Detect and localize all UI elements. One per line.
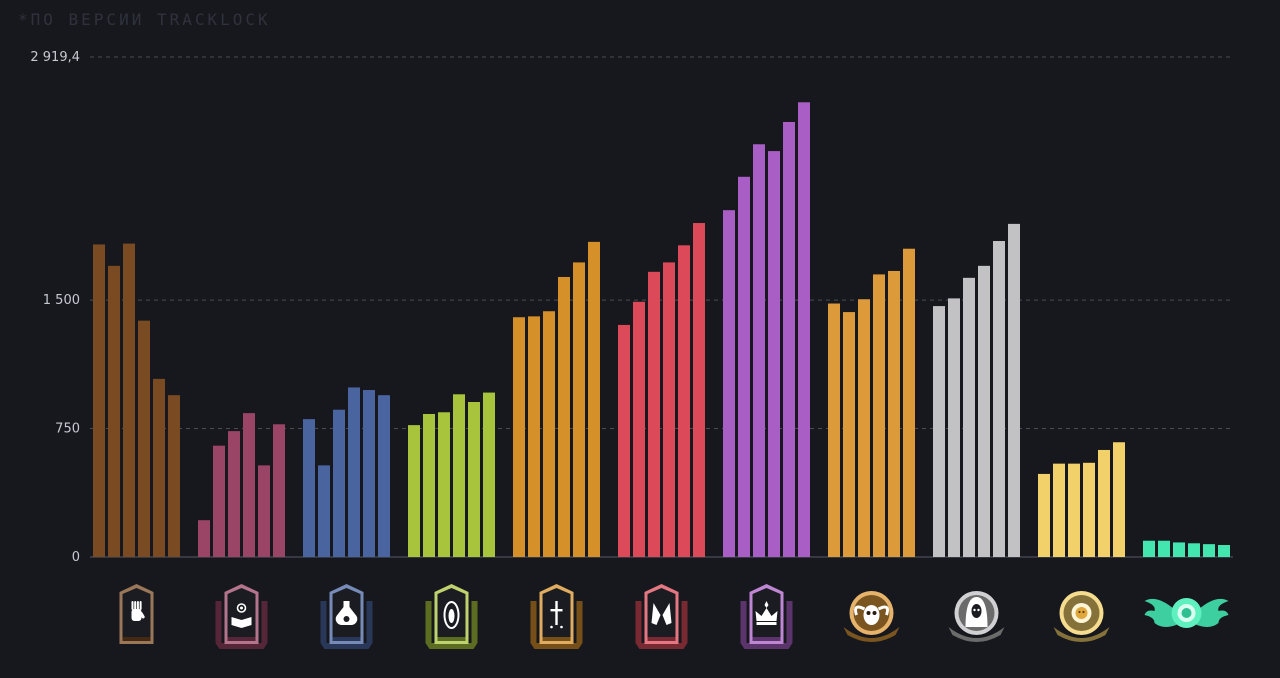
- jade-wings-rank-icon: [1144, 598, 1229, 628]
- bar: [843, 312, 855, 557]
- bar: [723, 210, 735, 557]
- bar: [1203, 544, 1215, 557]
- bar-group: [723, 102, 810, 558]
- bar: [903, 248, 915, 558]
- bar: [693, 223, 705, 557]
- bar: [993, 241, 1005, 557]
- golden-lion-rank-icon: [1053, 591, 1110, 642]
- bar: [573, 262, 585, 557]
- bar: [678, 245, 690, 557]
- bar: [333, 409, 345, 557]
- bar: [108, 265, 120, 557]
- bar: [1218, 545, 1230, 557]
- bar: [633, 301, 645, 557]
- bar: [1068, 463, 1080, 557]
- bar-group: [303, 387, 390, 557]
- hand-rank-icon: [119, 584, 154, 644]
- bar: [753, 144, 765, 557]
- bar: [948, 298, 960, 557]
- bar-group: [933, 223, 1020, 557]
- bar: [453, 394, 465, 557]
- bar: [933, 306, 945, 557]
- bar: [1038, 473, 1050, 557]
- bar: [258, 465, 270, 557]
- y-tick-label: 2 919,4: [30, 50, 80, 65]
- bar: [588, 241, 600, 557]
- bar: [858, 299, 870, 557]
- bar: [1113, 442, 1125, 557]
- bar: [243, 413, 255, 557]
- bars: [93, 102, 1230, 558]
- bar: [798, 102, 810, 558]
- bar: [978, 265, 990, 557]
- bar: [378, 395, 390, 557]
- reaper-rank-icon: [948, 591, 1005, 642]
- bar: [1008, 223, 1020, 557]
- rank-icons: [119, 584, 1229, 649]
- bar: [1143, 540, 1155, 557]
- bar-group: [408, 392, 495, 557]
- bar: [213, 445, 225, 557]
- bar: [123, 243, 135, 557]
- potion-flask-rank-icon: [320, 584, 373, 649]
- twin-blades-rank-icon: [635, 584, 688, 649]
- bar: [483, 392, 495, 557]
- bar: [408, 425, 420, 557]
- bar: [348, 387, 360, 557]
- bar-group: [828, 248, 915, 558]
- bar-group: [513, 241, 600, 557]
- hooded-figure-rank-icon: [425, 584, 478, 649]
- bar: [1083, 462, 1095, 557]
- y-tick-label: 0: [72, 550, 80, 565]
- bar: [1053, 463, 1065, 557]
- bar-group: [1038, 442, 1125, 557]
- bar: [93, 244, 105, 557]
- bar: [273, 424, 285, 557]
- bar: [513, 317, 525, 557]
- bar: [558, 276, 570, 557]
- bar-group: [618, 223, 705, 557]
- source-note: *по версии Tracklock: [18, 10, 271, 29]
- bar: [153, 378, 165, 557]
- bar: [1188, 543, 1200, 557]
- bar: [1098, 449, 1110, 557]
- bar: [303, 419, 315, 557]
- bar: [228, 431, 240, 557]
- bar: [528, 316, 540, 557]
- y-axis: 0 750 1 500 2 919,4: [30, 50, 80, 565]
- y-tick-label: 1 500: [43, 293, 80, 308]
- bar: [318, 465, 330, 557]
- bar: [768, 151, 780, 558]
- bar: [1158, 540, 1170, 557]
- bar: [618, 324, 630, 557]
- bar-group: [1143, 540, 1230, 557]
- bar: [468, 402, 480, 557]
- bar: [828, 303, 840, 557]
- bar: [873, 274, 885, 557]
- bar-group: [93, 243, 180, 557]
- bar-group: [198, 413, 285, 557]
- bar: [168, 395, 180, 557]
- bar: [738, 176, 750, 557]
- bar: [198, 520, 210, 557]
- bar: [888, 270, 900, 557]
- bar: [963, 277, 975, 557]
- bar: [363, 390, 375, 557]
- bar: [423, 413, 435, 557]
- open-book-rank-icon: [215, 584, 268, 649]
- bar: [663, 262, 675, 557]
- bar: [138, 320, 150, 557]
- bar: [783, 121, 795, 558]
- crown-rank-icon: [740, 584, 793, 649]
- sword-rank-icon: [530, 584, 583, 649]
- bar: [648, 271, 660, 557]
- bar: [438, 412, 450, 557]
- bar: [543, 311, 555, 557]
- bar: [1173, 542, 1185, 557]
- ram-skull-rank-icon: [843, 591, 900, 642]
- y-tick-label: 750: [55, 422, 80, 437]
